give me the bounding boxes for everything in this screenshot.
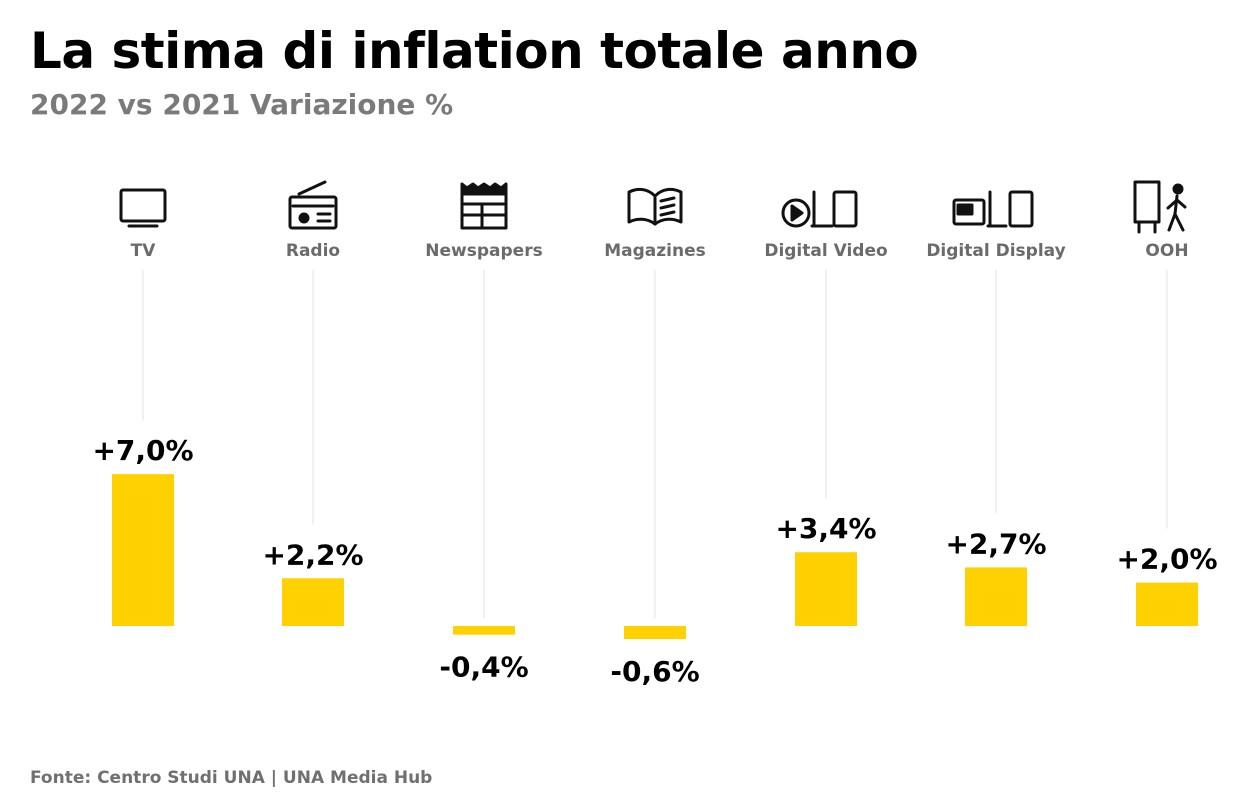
value-label: -0,6% (610, 655, 699, 688)
digital-display-icon (952, 190, 1034, 228)
category-label: OOH (1145, 241, 1188, 261)
category-label: Digital Video (764, 241, 887, 261)
magazine-icon (627, 187, 683, 226)
digital-video-icon (781, 190, 858, 228)
category-label: TV (131, 241, 157, 261)
labels: TV +7,0% Radio +2,2% Newspapers -0,4% Magazine… (92, 241, 1217, 688)
radio-icon (288, 180, 338, 230)
guide-lines (142, 270, 1168, 618)
bar (282, 578, 344, 626)
category-label: Digital Display (926, 241, 1065, 261)
bars (112, 474, 1198, 640)
newspaper-icon (460, 182, 508, 230)
category-label: Radio (286, 241, 340, 261)
bar (453, 626, 515, 635)
category-label: Newspapers (425, 241, 542, 261)
bar (624, 626, 686, 640)
category-icons (119, 180, 1187, 234)
bar (1136, 582, 1198, 626)
value-label: +2,0% (1116, 543, 1217, 576)
bar (112, 474, 174, 626)
value-label: +7,0% (92, 434, 193, 467)
tv-icon (119, 188, 167, 228)
value-label: -0,4% (439, 651, 528, 684)
chart-subtitle: 2022 vs 2021 Variazione % (30, 88, 454, 121)
category-label: Magazines (604, 241, 706, 261)
chart-title: La stima di inflation totale anno (30, 22, 919, 80)
source-note: Fonte: Centro Studi UNA | UNA Media Hub (30, 768, 433, 788)
bar (965, 567, 1027, 626)
value-label: +3,4% (775, 512, 876, 545)
ooh-icon (1133, 180, 1187, 234)
bar (795, 552, 857, 626)
value-label: +2,7% (945, 527, 1046, 560)
value-label: +2,2% (262, 538, 363, 571)
